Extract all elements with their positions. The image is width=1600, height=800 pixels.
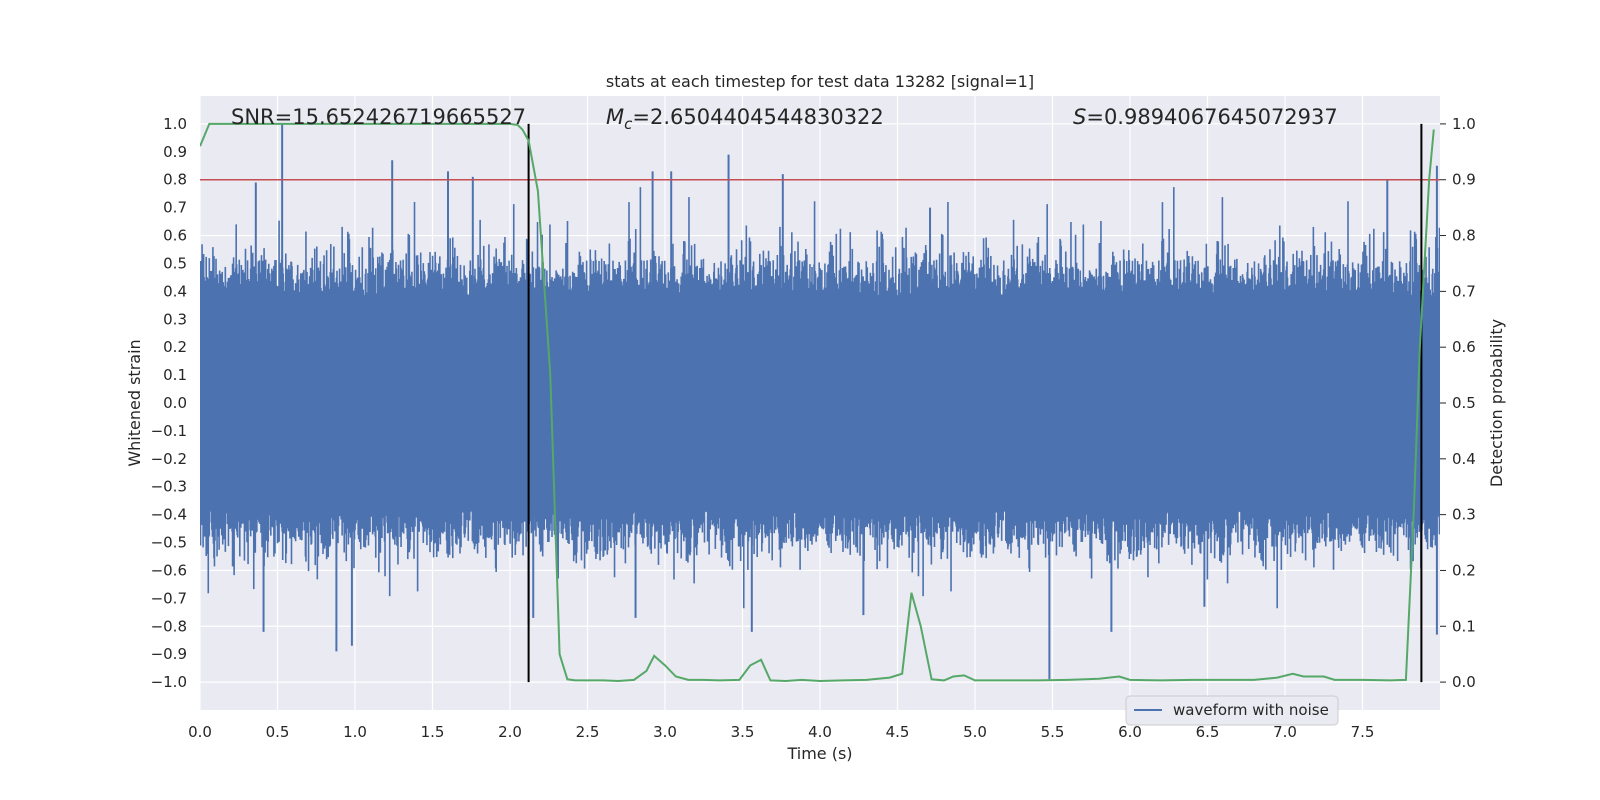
y-axis-label: Whitened strain	[125, 339, 144, 466]
y-tick-label: 0.7	[163, 199, 187, 217]
y-tick-label: −1.0	[151, 673, 187, 691]
x-axis-label: Time (s)	[786, 744, 852, 763]
x-tick-label: 7.0	[1273, 723, 1297, 741]
y-axis-ticks: −1.0 −0.9 −0.8 −0.7 −0.6 −0.5 −0.4 −0.3 −0.2 −0.1…	[151, 115, 187, 691]
y2-tick-label: 0.7	[1452, 282, 1476, 300]
y-tick-label: −0.4	[151, 506, 187, 524]
y-tick-label: 0.6	[163, 227, 187, 245]
y2-tick-label: 0.3	[1452, 506, 1476, 524]
y2-tick-label: 0.2	[1452, 561, 1476, 579]
waveform-spikes	[254, 123, 1438, 680]
y-tick-label: 0.0	[163, 394, 187, 412]
chirp-mass-symbol: M	[606, 105, 624, 129]
x-tick-label: 2.0	[498, 723, 522, 741]
y2-tick-label: 0.4	[1452, 450, 1476, 468]
y-tick-label: −0.5	[151, 534, 187, 552]
legend-box	[1125, 695, 1339, 726]
x-tick-label: 4.5	[886, 723, 910, 741]
y-tick-label: 0.2	[163, 338, 187, 356]
legend-label-waveform: waveform with noise	[1173, 701, 1329, 719]
x-tick-label: 6.0	[1118, 723, 1142, 741]
x-tick-label: 3.5	[731, 723, 755, 741]
y-tick-label: 0.9	[163, 143, 187, 161]
y-tick-label: 0.5	[163, 254, 187, 272]
y-tick-label: 0.3	[163, 310, 187, 328]
y-tick-label: 0.8	[163, 171, 187, 189]
waveform-core	[200, 308, 1440, 498]
y-tick-label: 0.1	[163, 366, 187, 384]
y-tick-label: −0.2	[151, 450, 187, 468]
y2-tick-label: 0.1	[1452, 617, 1476, 635]
x-tick-label: 1.5	[421, 723, 445, 741]
y-tick-label: −0.6	[151, 561, 187, 579]
chirp-mass-annotation: Mc=2.6504404544830322	[606, 105, 884, 133]
x-tick-label: 0.0	[188, 723, 212, 741]
snr-annotation: SNR=15.652426719665527	[231, 105, 526, 129]
s-symbol: S	[1073, 105, 1086, 129]
legend: waveform with noise	[1125, 695, 1339, 726]
y2-tick-label: 0.6	[1452, 338, 1476, 356]
x-tick-label: 5.5	[1041, 723, 1065, 741]
y-tick-label: −0.7	[151, 589, 187, 607]
x-tick-label: 2.5	[576, 723, 600, 741]
waveform-noise-series	[200, 187, 1440, 609]
x-tick-label: 0.5	[266, 723, 290, 741]
y2-axis-label: Detection probability	[1487, 319, 1506, 487]
x-tick-label: 7.5	[1351, 723, 1375, 741]
y-tick-label: −0.1	[151, 422, 187, 440]
x-tick-label: 6.5	[1196, 723, 1220, 741]
s-annotation: S=0.9894067645072937	[1073, 105, 1338, 129]
x-tick-label: 1.0	[343, 723, 367, 741]
y2-tick-label: 0.8	[1452, 227, 1476, 245]
chirp-mass-subscript: c	[624, 115, 633, 133]
y2-axis-ticks: 0.0 0.1 0.2 0.3 0.4 0.5 0.6 0.7 0.8 0.9 1.0	[1440, 115, 1476, 691]
detection-probability-line	[200, 122, 1435, 682]
y2-tick-label: 0.5	[1452, 394, 1476, 412]
y-tick-label: −0.3	[151, 478, 187, 496]
y2-tick-label: 0.0	[1452, 673, 1476, 691]
x-tick-label: 5.0	[963, 723, 987, 741]
x-tick-label: 3.0	[653, 723, 677, 741]
x-axis-ticks: 0.0 0.5 1.0 1.5 2.0 2.5 3.0 3.5 4.0 4.5 5.0 5.5 6.0 6…	[188, 723, 1374, 741]
y-tick-label: −0.8	[151, 617, 187, 635]
y-tick-label: −0.9	[151, 645, 187, 663]
s-value: =0.9894067645072937	[1086, 105, 1337, 129]
y2-tick-label: 1.0	[1452, 115, 1476, 133]
y-tick-label: 1.0	[163, 115, 187, 133]
y2-tick-label: 0.9	[1452, 171, 1476, 189]
chart-title: stats at each timestep for test data 132…	[606, 72, 1034, 91]
y-tick-label: 0.4	[163, 282, 187, 300]
x-tick-label: 4.0	[808, 723, 832, 741]
chirp-mass-value: =2.6504404544830322	[632, 105, 883, 129]
